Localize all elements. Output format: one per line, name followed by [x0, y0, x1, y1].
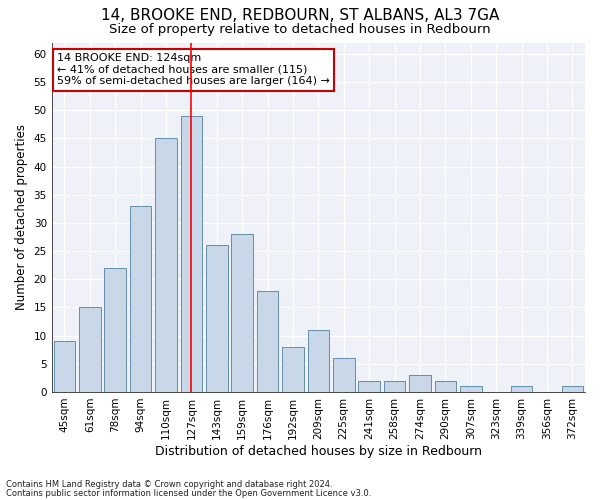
Bar [308, 330, 329, 392]
Bar [181, 116, 202, 392]
Bar [409, 375, 431, 392]
Bar [53, 341, 75, 392]
X-axis label: Distribution of detached houses by size in Redbourn: Distribution of detached houses by size … [155, 444, 482, 458]
Text: Contains public sector information licensed under the Open Government Licence v3: Contains public sector information licen… [6, 488, 371, 498]
Bar [257, 290, 278, 392]
Y-axis label: Number of detached properties: Number of detached properties [15, 124, 28, 310]
Bar [460, 386, 482, 392]
Bar [130, 206, 151, 392]
Text: Size of property relative to detached houses in Redbourn: Size of property relative to detached ho… [109, 22, 491, 36]
Bar [155, 138, 177, 392]
Bar [562, 386, 583, 392]
Bar [434, 380, 456, 392]
Text: 14, BROOKE END, REDBOURN, ST ALBANS, AL3 7GA: 14, BROOKE END, REDBOURN, ST ALBANS, AL3… [101, 8, 499, 22]
Bar [358, 380, 380, 392]
Text: Contains HM Land Registry data © Crown copyright and database right 2024.: Contains HM Land Registry data © Crown c… [6, 480, 332, 489]
Bar [282, 347, 304, 392]
Bar [232, 234, 253, 392]
Bar [79, 308, 101, 392]
Text: 14 BROOKE END: 124sqm
← 41% of detached houses are smaller (115)
59% of semi-det: 14 BROOKE END: 124sqm ← 41% of detached … [57, 53, 330, 86]
Bar [384, 380, 406, 392]
Bar [206, 246, 227, 392]
Bar [511, 386, 532, 392]
Bar [333, 358, 355, 392]
Bar [104, 268, 126, 392]
